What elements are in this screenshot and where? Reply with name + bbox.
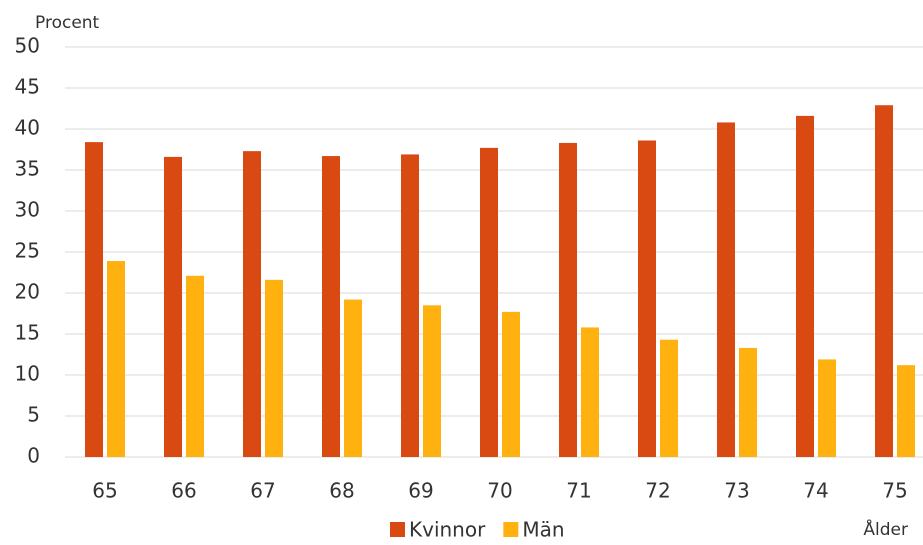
y-axis-label: Procent — [35, 13, 100, 33]
bar — [739, 347, 757, 457]
y-tick-label: 35 — [15, 157, 40, 181]
bar — [344, 299, 362, 457]
bar — [164, 156, 182, 457]
x-tick-label: 71 — [566, 479, 591, 503]
bar — [897, 365, 915, 457]
bar — [717, 122, 735, 457]
bar — [581, 327, 599, 457]
x-tick-label: 75 — [882, 479, 907, 503]
y-tick-label: 45 — [15, 75, 40, 99]
bar — [85, 142, 103, 457]
x-tick-label: 68 — [329, 479, 354, 503]
y-tick-label: 50 — [15, 34, 40, 58]
x-tick-label: 72 — [645, 479, 670, 503]
legend-swatch — [390, 522, 405, 537]
y-tick-label: 15 — [15, 321, 40, 345]
bar — [107, 261, 125, 457]
y-tick-label: 25 — [15, 239, 40, 263]
bar — [480, 147, 498, 458]
x-tick-label: 69 — [408, 479, 433, 503]
bar — [875, 105, 893, 457]
x-tick-label: 66 — [171, 479, 196, 503]
y-tick-label: 20 — [15, 280, 40, 304]
bar — [796, 115, 814, 457]
y-tick-label: 30 — [15, 198, 40, 222]
legend-label: Män — [522, 518, 564, 542]
bar — [186, 275, 204, 457]
y-tick-label: 10 — [15, 362, 40, 386]
bar — [265, 279, 283, 457]
y-tick-label: 0 — [27, 444, 40, 468]
x-tick-label: 74 — [803, 479, 828, 503]
bar — [660, 339, 678, 457]
bar — [638, 140, 656, 458]
legend-swatch — [503, 522, 519, 537]
bar — [559, 142, 577, 457]
y-tick-label: 40 — [15, 116, 40, 140]
legend-label: Kvinnor — [409, 518, 486, 542]
x-tick-label: 70 — [487, 479, 512, 503]
bar — [423, 305, 441, 457]
bar — [322, 156, 340, 457]
bar — [818, 359, 836, 457]
x-tick-label: 73 — [724, 479, 749, 503]
bar — [401, 154, 419, 458]
bar — [502, 311, 520, 457]
x-axis-label: Ålder — [863, 518, 908, 540]
bar — [243, 151, 261, 457]
x-tick-label: 65 — [92, 479, 117, 503]
x-tick-label: 67 — [250, 479, 275, 503]
y-tick-label: 5 — [27, 403, 40, 427]
